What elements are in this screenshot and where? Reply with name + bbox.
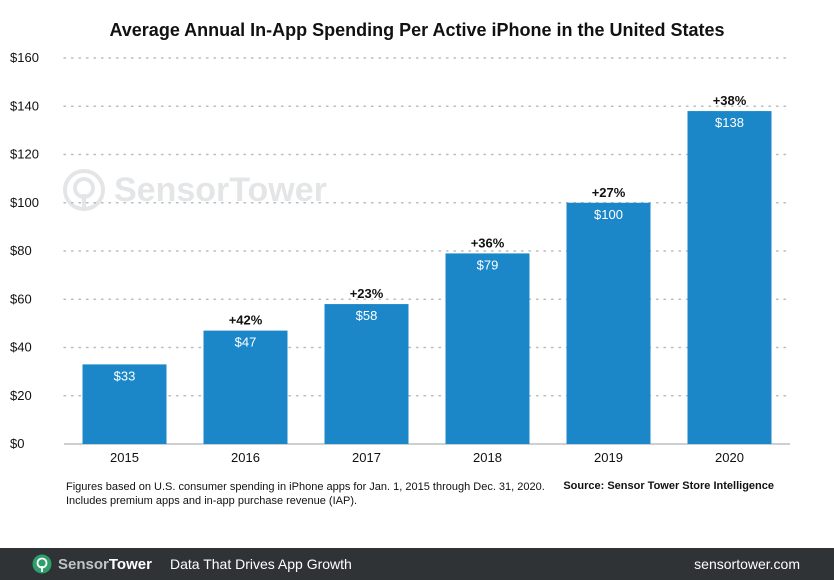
- y-tick-label: $140: [10, 98, 39, 113]
- bar: [687, 111, 772, 444]
- bar: [445, 253, 530, 444]
- bar: [203, 330, 288, 444]
- footnote-line-2: Includes premium apps and in-app purchas…: [66, 495, 358, 507]
- source-note: Source: Sensor Tower Store Intelligence: [563, 480, 774, 492]
- y-tick-label: $0: [10, 436, 24, 451]
- x-tick-label: 2019: [594, 450, 623, 465]
- y-tick-label: $40: [10, 340, 32, 355]
- data-label: $33: [114, 368, 136, 383]
- x-tick-label: 2018: [473, 450, 502, 465]
- growth-label: +42%: [229, 313, 263, 328]
- chart-title: Average Annual In-App Spending Per Activ…: [109, 20, 725, 40]
- y-tick-label: $120: [10, 147, 39, 162]
- y-tick-label: $100: [10, 195, 39, 210]
- data-label: $100: [594, 207, 623, 222]
- data-label: $138: [715, 115, 744, 130]
- x-tick-label: 2017: [352, 450, 381, 465]
- growth-label: +23%: [350, 286, 384, 301]
- y-tick-label: $60: [10, 291, 32, 306]
- y-tick-label: $160: [10, 50, 39, 65]
- growth-label: +27%: [592, 185, 626, 200]
- footer-bar: SensorTower Data That Drives App Growth …: [0, 548, 834, 580]
- x-tick-label: 2015: [110, 450, 139, 465]
- y-tick-label: $80: [10, 243, 32, 258]
- y-tick-label: $20: [10, 388, 32, 403]
- footnote: Figures based on U.S. consumer spending …: [66, 480, 545, 508]
- x-tick-label: 2016: [231, 450, 260, 465]
- bar-chart: $0 $20 $40 $60 $80 $100 $120 $140 $160 $33 2015 $47…: [10, 50, 791, 465]
- data-label: $58: [356, 308, 378, 323]
- bar: [82, 364, 167, 444]
- footnote-line-1: Figures based on U.S. consumer spending …: [66, 481, 545, 493]
- bar: [324, 304, 409, 444]
- growth-label: +36%: [471, 235, 505, 250]
- sensortower-logo-icon: [32, 554, 52, 574]
- data-label: $47: [235, 335, 257, 350]
- footer-logo[interactable]: SensorTower: [32, 554, 152, 574]
- watermark-logo-icon: [63, 169, 105, 211]
- bar: [566, 202, 651, 444]
- footer-brand: SensorTower: [58, 555, 152, 573]
- footer-tagline: Data That Drives App Growth: [170, 556, 352, 572]
- data-label: $79: [477, 257, 499, 272]
- growth-label: +38%: [713, 93, 747, 108]
- footer-site-link[interactable]: sensortower.com: [694, 556, 800, 572]
- x-tick-label: 2020: [715, 450, 744, 465]
